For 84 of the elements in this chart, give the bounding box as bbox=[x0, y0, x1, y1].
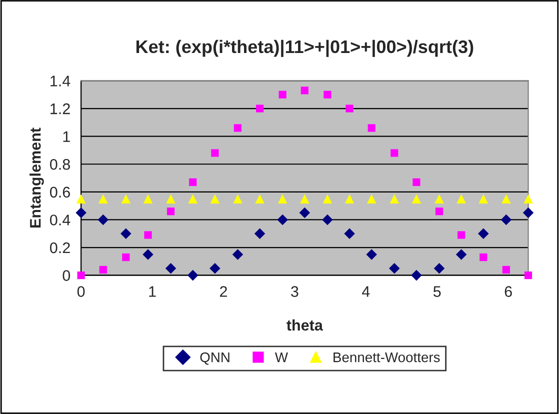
point bbox=[98, 214, 109, 226]
point bbox=[366, 194, 376, 204]
point bbox=[480, 253, 488, 262]
y-tick-label: 0.6 bbox=[50, 186, 70, 198]
point bbox=[322, 194, 332, 204]
point bbox=[324, 90, 332, 98]
point bbox=[456, 194, 466, 204]
x-axis-title: theta bbox=[286, 319, 324, 331]
point bbox=[434, 262, 445, 274]
x-tick-label: 1 bbox=[149, 286, 156, 297]
point bbox=[500, 214, 512, 226]
point bbox=[188, 194, 198, 204]
point bbox=[233, 194, 242, 204]
point bbox=[522, 207, 534, 218]
point bbox=[255, 194, 264, 204]
x-tick-label: 2 bbox=[220, 286, 227, 297]
point bbox=[144, 231, 152, 239]
point bbox=[390, 194, 400, 204]
chart-title: Ket: (exp(i*theta)|11>+|01>+|00>)/sqrt(3) bbox=[136, 40, 474, 57]
point bbox=[234, 124, 242, 132]
point bbox=[478, 228, 489, 239]
y-tick-label: 1.2 bbox=[50, 103, 70, 114]
point bbox=[277, 214, 288, 226]
point bbox=[256, 104, 264, 112]
point bbox=[189, 178, 197, 186]
point bbox=[210, 262, 220, 274]
point bbox=[344, 228, 355, 239]
point bbox=[232, 249, 244, 260]
point bbox=[458, 231, 466, 239]
legend-label: Bennett-Wootters bbox=[334, 352, 440, 362]
point bbox=[77, 272, 85, 280]
legend-label: W bbox=[274, 352, 288, 362]
point bbox=[211, 149, 219, 157]
x-tick-label: 6 bbox=[504, 286, 512, 297]
y-tick-label: 0.4 bbox=[50, 214, 70, 226]
point bbox=[120, 228, 132, 239]
point bbox=[412, 194, 422, 204]
point bbox=[478, 194, 488, 204]
y-tick-label: 0 bbox=[62, 270, 70, 281]
point bbox=[524, 272, 532, 280]
point bbox=[322, 214, 333, 226]
x-tick-label: 5 bbox=[433, 286, 441, 297]
point bbox=[210, 194, 220, 204]
y-tick-label: 0.8 bbox=[50, 158, 70, 170]
point bbox=[368, 124, 376, 132]
point bbox=[411, 270, 422, 281]
point bbox=[435, 208, 444, 216]
x-tick-label: 0 bbox=[77, 286, 85, 297]
point bbox=[300, 86, 308, 94]
point bbox=[254, 228, 266, 239]
y-tick-label: 1 bbox=[63, 131, 70, 142]
point bbox=[76, 207, 86, 218]
y-tick-label: 0.2 bbox=[50, 242, 70, 254]
point bbox=[434, 194, 444, 204]
y-tick-label: 1.4 bbox=[50, 76, 70, 86]
legend-label: QNN bbox=[200, 352, 230, 365]
point bbox=[502, 194, 511, 204]
y-axis-title: Entanglement bbox=[30, 128, 44, 228]
x-tick-label: 3 bbox=[291, 286, 298, 297]
point bbox=[98, 194, 108, 204]
point bbox=[142, 249, 154, 260]
point bbox=[300, 194, 310, 204]
point bbox=[299, 207, 310, 218]
point bbox=[99, 266, 107, 274]
point bbox=[524, 194, 533, 204]
point bbox=[502, 266, 510, 274]
point bbox=[166, 194, 176, 204]
point bbox=[278, 90, 286, 98]
x-tick-label: 4 bbox=[362, 286, 370, 297]
point bbox=[389, 262, 400, 274]
point bbox=[346, 104, 354, 112]
point bbox=[390, 149, 398, 157]
point bbox=[456, 249, 467, 260]
point bbox=[344, 194, 354, 204]
point bbox=[165, 262, 176, 274]
point bbox=[187, 270, 198, 281]
point bbox=[143, 194, 153, 204]
point bbox=[76, 194, 86, 204]
point bbox=[166, 208, 175, 216]
point bbox=[121, 194, 131, 204]
point bbox=[278, 194, 288, 204]
point bbox=[412, 178, 420, 186]
point bbox=[122, 253, 130, 262]
point bbox=[366, 249, 377, 260]
